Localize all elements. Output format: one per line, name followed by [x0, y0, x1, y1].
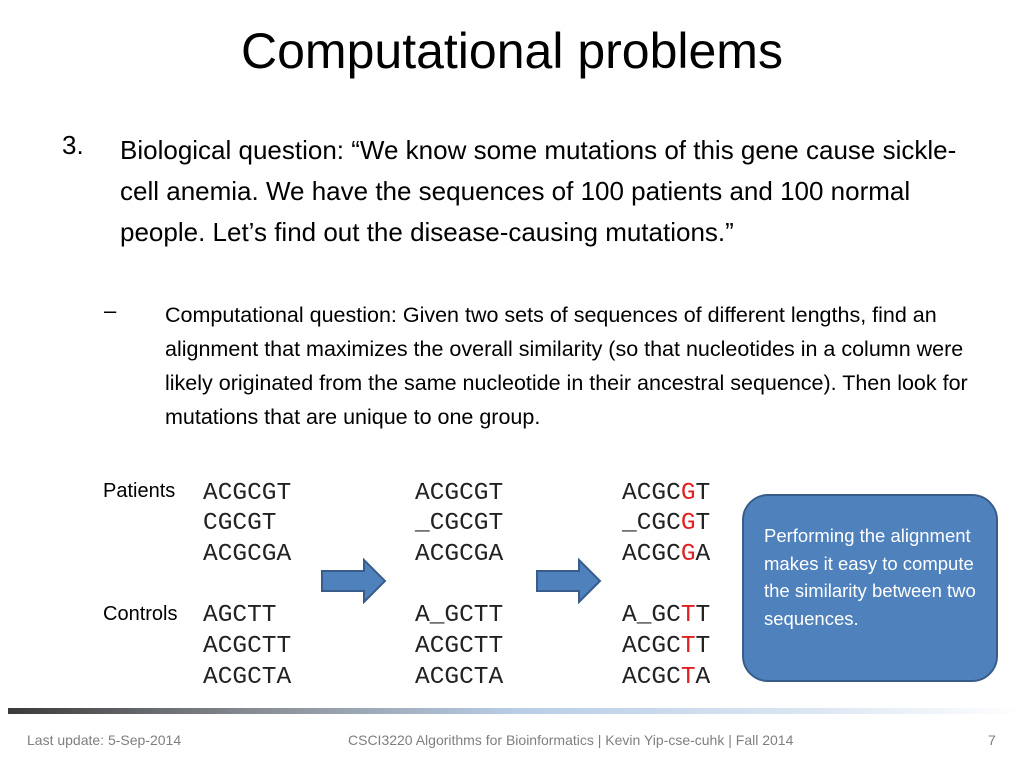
sequence-segment: CGCGT: [203, 510, 277, 537]
mutation-highlight: T: [680, 664, 696, 691]
controls-label: Controls: [103, 603, 178, 625]
sequence: ACGCGA: [415, 541, 503, 568]
sequence-segment: ACGC: [622, 664, 681, 691]
sequence-segment: ACGCGA: [203, 541, 292, 568]
sequence: ACGCTA: [622, 664, 710, 691]
sequence: ACGCTA: [415, 664, 503, 691]
sequence-segment: ACGCTA: [415, 664, 504, 691]
sub-bullet-text: Computational question: Given two sets o…: [165, 303, 968, 429]
sequence-segment: AGCTT: [203, 602, 277, 629]
sequence-segment: _CGC: [622, 510, 681, 537]
sequence-segment: ACGCGT: [415, 480, 504, 507]
sequence: ACGCGT: [415, 480, 503, 507]
sequence-segment: ACGCGA: [415, 541, 504, 568]
patients-label: Patients: [103, 480, 176, 502]
mutation-highlight: G: [680, 480, 696, 507]
sequence-segment: T: [695, 602, 711, 629]
sequence: A_GCTT: [415, 602, 503, 629]
sequence-segment: ACGCTT: [203, 633, 292, 660]
sequence: A_GCTT: [622, 602, 710, 629]
footer-divider: [8, 708, 1024, 714]
mutation-highlight: G: [680, 541, 696, 568]
mutation-highlight: T: [680, 602, 696, 629]
sub-bullet-marker: –: [104, 298, 117, 323]
footer-last-update: Last update: 5-Sep-2014: [27, 732, 182, 748]
callout-box: Performing the alignment makes it easy t…: [742, 494, 998, 682]
sequence: ACGCGA: [622, 541, 710, 568]
callout-text: Performing the alignment makes it easy t…: [764, 525, 976, 629]
sequence-segment: ACGCTT: [415, 633, 504, 660]
sequence-segment: A_GC: [622, 602, 681, 629]
sequence: ACGCGT: [203, 480, 291, 507]
slide-title: Computational problems: [241, 23, 783, 79]
arrow-right-icon: [321, 558, 387, 604]
sequence-segment: A: [695, 541, 711, 568]
sequence: ACGCTT: [415, 633, 503, 660]
sequence-segment: T: [695, 633, 711, 660]
sequence-segment: A_GCTT: [415, 602, 504, 629]
sequence-segment: T: [695, 510, 711, 537]
sequence-segment: ACGC: [622, 633, 681, 660]
sequence: ACGCGT: [622, 480, 710, 507]
sequence: ACGCTT: [203, 633, 291, 660]
arrow-right-icon: [536, 558, 602, 604]
sequence-segment: _CGCGT: [415, 510, 504, 537]
sequence-segment: ACGCGT: [203, 480, 292, 507]
sequence: AGCTT: [203, 602, 277, 629]
sequence: _CGCGT: [415, 510, 503, 537]
sequence-segment: T: [695, 480, 711, 507]
sequence: CGCGT: [203, 510, 277, 537]
bullet-number: 3.: [62, 130, 84, 160]
page-number: 7: [988, 732, 996, 748]
mutation-highlight: G: [680, 510, 696, 537]
sequence-segment: ACGC: [622, 480, 681, 507]
sequence-segment: A: [695, 664, 711, 691]
sequence-segment: ACGC: [622, 541, 681, 568]
sequence-segment: ACGCTA: [203, 664, 292, 691]
sequence: ACGCGA: [203, 541, 291, 568]
sequence: ACGCTA: [203, 664, 291, 691]
bullet-text: Biological question: “We know some mutat…: [120, 135, 957, 247]
sequence: _CGCGT: [622, 510, 710, 537]
mutation-highlight: T: [680, 633, 696, 660]
sequence: ACGCTT: [622, 633, 710, 660]
footer-course: CSCI3220 Algorithms for Bioinformatics |…: [348, 732, 794, 748]
